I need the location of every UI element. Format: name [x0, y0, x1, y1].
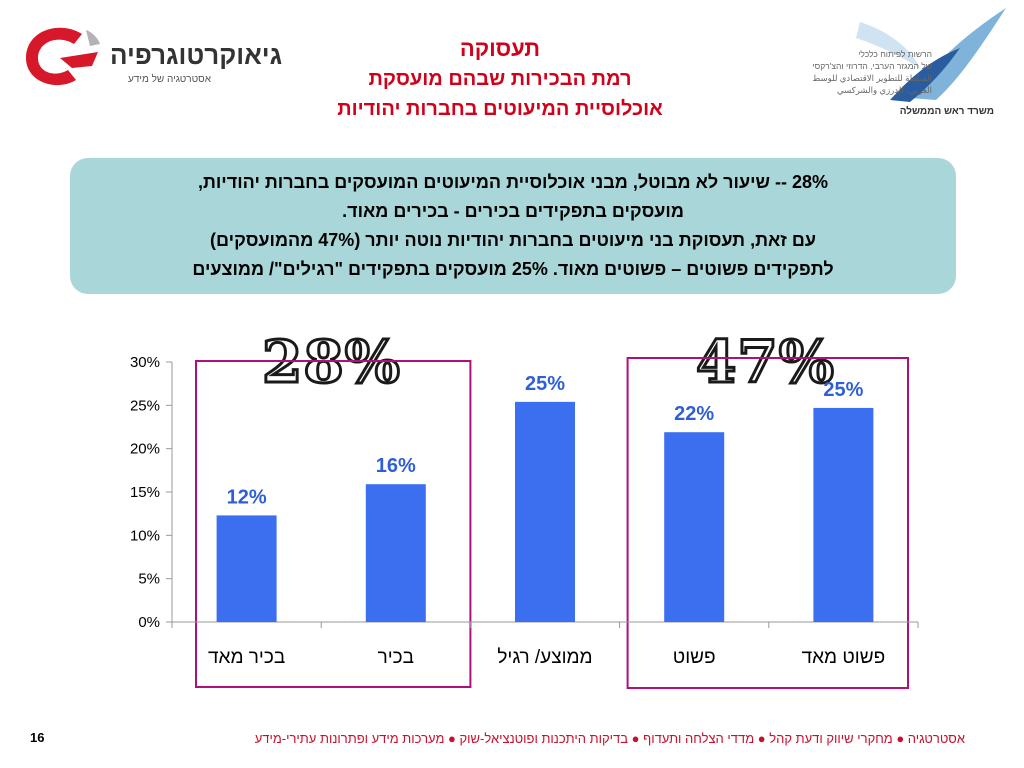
x-category-label: פשוט	[673, 647, 716, 668]
bar	[365, 484, 426, 622]
callout-line: 28% -- שיעור לא מבוטל, מבני אוכלוסיית המ…	[197, 172, 829, 192]
page-number: 16	[30, 730, 45, 745]
bar-data-label: 25%	[525, 373, 565, 395]
slide-subtitle-line2: אוכלוסיית המיעוטים בחברות יהודיות	[337, 98, 663, 120]
logo-tagline: אסטרטגיה של מידע	[128, 74, 211, 85]
authority-logo: הרשות לפיתוח כלכלי של המגזר הערבי, הדרוז…	[760, 8, 1010, 120]
x-category-label: ממוצע/ רגיל	[497, 647, 592, 668]
bar	[813, 407, 874, 622]
x-category-label: פשוט מאד	[802, 647, 886, 668]
x-category-label: בכיר מאד	[208, 647, 285, 668]
summary-callout: 28% -- שיעור לא מבוטל, מבני אוכלוסיית המ…	[70, 158, 956, 294]
bar-data-label: 12%	[227, 486, 267, 508]
y-tick-label: 15%	[130, 484, 160, 501]
authority-name-line: הרשות לפיתוח כלכלי	[858, 49, 932, 59]
simple-group-highlight	[626, 357, 909, 689]
authority-name-line: של המגזר הערבי, הדרוזי והצ'רקסי	[812, 61, 932, 71]
y-tick-label: 20%	[130, 441, 160, 458]
bar-data-label: 25%	[823, 379, 863, 401]
slide-title-block: תעסוקה רמת הבכירות שבהם מועסקת אוכלוסיית…	[240, 34, 760, 124]
bar	[664, 432, 725, 622]
callout-line: עם זאת, תעסוקת בני מיעוטים בחברות יהודיו…	[210, 230, 816, 250]
slide-title: תעסוקה	[459, 36, 541, 61]
geocartography-logo: גיאוקרטוגרפיה אסטרטגיה של מידע	[20, 22, 282, 92]
bar	[515, 401, 575, 622]
y-tick-label: 25%	[130, 397, 160, 414]
bar-data-label: 16%	[376, 455, 416, 477]
simple-group-total: 47%	[695, 327, 836, 398]
y-tick-label: 10%	[130, 527, 160, 544]
y-tick-label: 5%	[138, 571, 160, 588]
y-tick-label: 30%	[130, 354, 160, 371]
bar-data-label: 22%	[674, 403, 714, 425]
x-category-label: בכיר	[378, 647, 414, 668]
authority-name-line: العربي، الدرزي والشركسي	[837, 85, 932, 95]
callout-line: לתפקידים פשוטים – פשוטים מאוד. 25% מועסק…	[192, 259, 834, 279]
logo-swoosh-icon	[26, 27, 100, 86]
authority-name: הרשות לפיתוח כלכלי של המגזר הערבי, הדרוז…	[792, 48, 932, 96]
logo-brand-text: גיאוקרטוגרפיה	[110, 40, 283, 70]
footer-tagline: אסטרטגיה ● מחקרי שיווק ודעת קהל ● מדדי ה…	[254, 731, 965, 746]
slide-subtitle-line1: רמת הבכירות שבהם מועסקת	[368, 68, 632, 90]
pmo-caption: משרד ראש הממשלה	[899, 106, 994, 117]
y-tick-label: 0%	[138, 614, 160, 631]
bird-emblem-icon	[856, 8, 1006, 102]
authority-name-line: السلطة للتطوير الاقتصادي للوسط	[812, 73, 932, 83]
bar	[216, 515, 277, 622]
callout-line: מועסקים בתפקידים בכירים - בכירים מאוד.	[342, 201, 684, 221]
senior-group-highlight	[195, 360, 472, 688]
